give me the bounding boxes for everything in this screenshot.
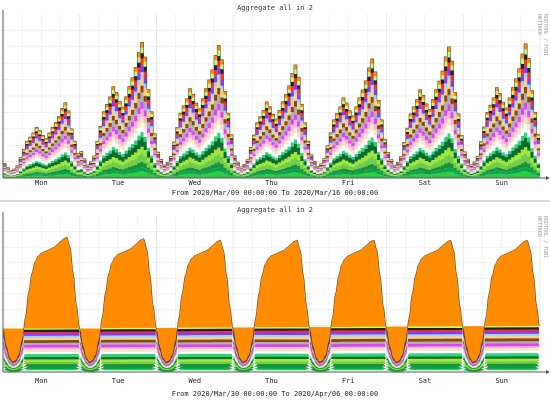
weekly-aggregate-chart-mar09: Mon Tue Wed Thu Fri Sat Sun Aggregate all in 2…: [2, 4, 550, 197]
weekly-aggregate-chart-mar30: Mon Tue Wed Thu Fri Sat Sun Aggregate all in 2…: [0, 202, 550, 402]
chart-canvas: Mon Tue Wed Thu Fri Sat Sun: [2, 212, 550, 385]
x-tick-label-sun: Sun: [495, 377, 508, 385]
side-tag: RRDTOOL / TOBI OETIKER: [536, 216, 548, 259]
total-outline: [2, 236, 540, 363]
x-tick-label-mon: Mon: [35, 377, 48, 385]
x-tick-label-sun: Sun: [495, 179, 508, 187]
chart-title: Aggregate all in 2: [237, 4, 313, 12]
x-tick-label-mon: Mon: [35, 179, 48, 187]
x-tick-label-thu: Thu: [265, 377, 278, 385]
x-tick-label-sat: Sat: [419, 179, 432, 187]
x-tick-label-fri: Fri: [342, 377, 355, 385]
x-axis-arrow: [546, 176, 550, 180]
series-layer-20: [3, 237, 540, 363]
x-tick-label-wed: Wed: [188, 179, 201, 187]
side-tag: RRDTOOL / TOBI OETIKER: [536, 14, 548, 57]
x-tick-label-sat: Sat: [419, 377, 432, 385]
x-tick-label-wed: Wed: [188, 377, 201, 385]
x-axis-arrow: [546, 370, 550, 374]
date-range-label: From 2020/Mar/30 00:00:00 To 2020/Apr/06…: [171, 390, 379, 398]
chart-title: Aggregate all in 2: [237, 206, 313, 214]
total-outline: [3, 41, 540, 171]
x-tick-label-fri: Fri: [342, 179, 355, 187]
panel-divider: [0, 200, 550, 202]
x-tick-label-tue: Tue: [112, 377, 125, 385]
x-tick-label-thu: Thu: [265, 179, 278, 187]
x-tick-label-tue: Tue: [112, 179, 125, 187]
chart-canvas: Mon Tue Wed Thu Fri Sat Sun: [2, 10, 550, 187]
date-range-label: From 2020/Mar/09 00:00:00 To 2020/Mar/16…: [171, 189, 379, 197]
